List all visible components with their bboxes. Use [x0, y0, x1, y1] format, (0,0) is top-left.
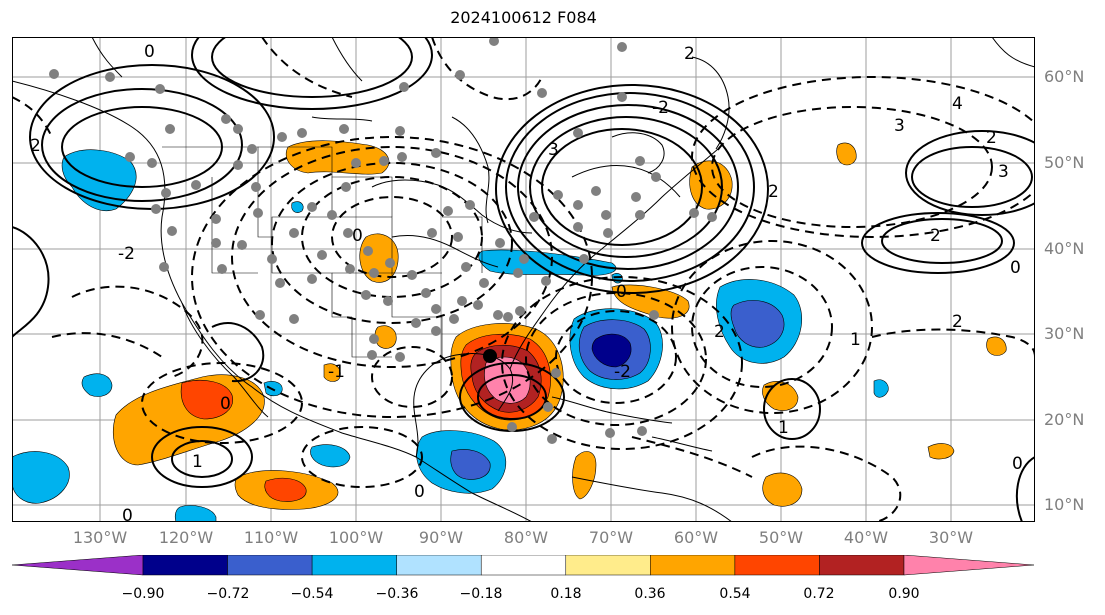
contour-label: 0	[414, 482, 425, 502]
contour-label: 1	[778, 418, 789, 438]
contour-label: 0	[122, 506, 133, 522]
lat-label-20n: 20°N	[1044, 410, 1085, 429]
contour-label: 2	[714, 322, 725, 342]
colorbar-segment	[396, 555, 482, 576]
colorbar-tick: −0.90	[121, 586, 165, 602]
lat-label-40n: 40°N	[1044, 239, 1085, 258]
lon-label-130w: 130°W	[72, 528, 128, 547]
contour-label: 0	[1010, 258, 1021, 278]
contour-label: 4	[952, 94, 963, 114]
lat-label-30n: 30°N	[1044, 324, 1085, 343]
solid-contours	[12, 37, 1035, 522]
colorbar-segment	[142, 555, 228, 576]
colorbar-tick: 0.72	[803, 586, 835, 602]
lon-label-70w: 70°W	[588, 528, 634, 547]
dashed-contours	[12, 37, 1035, 522]
colorbar-extend-min	[11, 555, 144, 576]
contour-label: 0	[352, 226, 363, 246]
lon-label-90w: 90°W	[418, 528, 464, 547]
lon-label-110w: 110°W	[243, 528, 299, 547]
contour-label: 3	[548, 140, 559, 160]
contour-label: -2	[118, 244, 135, 264]
colorbar-tick: −0.54	[290, 586, 334, 602]
map-frame	[12, 37, 1035, 522]
colorbar-tick: 0.18	[550, 586, 582, 602]
contour-label: 1	[192, 452, 203, 472]
contour-label: -1	[328, 362, 345, 382]
colorbar-segment	[311, 555, 397, 576]
contour-label: 0	[220, 394, 231, 414]
lat-label-50n: 50°N	[1044, 153, 1085, 172]
colorbar-extend-max	[903, 555, 1035, 576]
contour-label: 3	[894, 116, 905, 136]
contour-label: 2	[684, 44, 695, 64]
colorbar-tick: −0.36	[375, 586, 419, 602]
colorbar-tick: 0.90	[888, 586, 920, 602]
contour-label: 0	[616, 282, 627, 302]
lon-label-40w: 40°W	[843, 528, 889, 547]
contour-label: 2	[768, 182, 779, 202]
colorbar-segment	[227, 555, 313, 576]
contour-label: 3	[998, 162, 1009, 182]
contour-label: 2	[30, 136, 41, 156]
colorbar-segment	[819, 555, 905, 576]
colorbar-tick: 0.36	[634, 586, 666, 602]
contour-label: -2	[614, 362, 631, 382]
colorbar-segment	[650, 555, 736, 576]
lat-label-60n: 60°N	[1044, 67, 1085, 86]
colorbar-segment	[565, 555, 651, 576]
station-markers	[49, 37, 717, 444]
contour-label: 2	[986, 128, 997, 148]
map-title: 2024100612 F084	[450, 8, 597, 27]
coastlines	[12, 37, 1035, 522]
lon-label-30w: 30°W	[928, 528, 974, 547]
lon-label-100w: 100°W	[328, 528, 384, 547]
storm-center-marker	[483, 349, 497, 363]
map-panel: 2 0 0 -2 2 3 4 2 3 1 1 0 0 0 -2 2 1 2 0 …	[12, 37, 1035, 522]
contour-label: 0	[1012, 454, 1023, 474]
lon-label-60w: 60°W	[673, 528, 719, 547]
contour-label: 0	[144, 42, 155, 62]
lon-label-120w: 120°W	[158, 528, 214, 547]
lon-label-50w: 50°W	[758, 528, 804, 547]
colorbar	[11, 555, 1035, 576]
colorbar-tick: −0.72	[206, 586, 250, 602]
contour-label: 2	[930, 226, 941, 246]
colorbar-segment	[480, 555, 567, 576]
contour-label: 2	[952, 312, 963, 332]
colorbar-tick: 0.54	[719, 586, 751, 602]
lat-label-10n: 10°N	[1044, 495, 1085, 514]
contour-label: -2	[652, 98, 669, 118]
colorbar-segment	[734, 555, 820, 576]
shaded-anomaly-fields	[12, 140, 1007, 522]
lon-label-80w: 80°W	[503, 528, 549, 547]
contour-label-set: 2 0 0 -2 2 3 4 2 3 1 1 0 0 0 -2 2 1 2 0 …	[30, 42, 1023, 522]
contour-label: 1	[850, 330, 861, 350]
colorbar-tick: −0.18	[459, 586, 503, 602]
